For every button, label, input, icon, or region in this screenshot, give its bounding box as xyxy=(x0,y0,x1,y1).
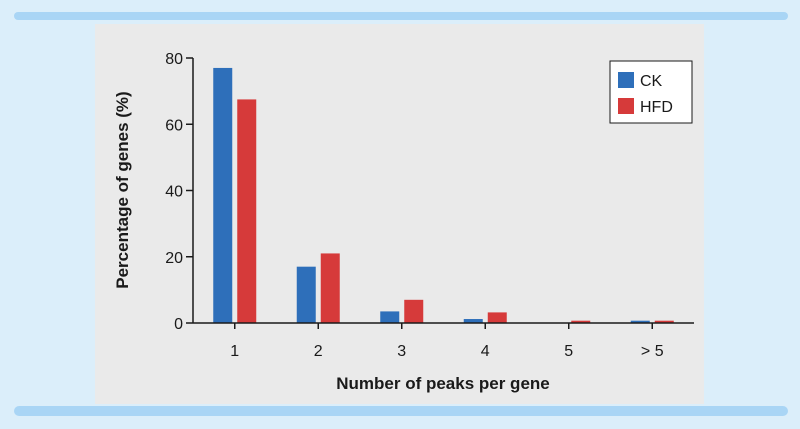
x-tick-label: 3 xyxy=(397,343,406,360)
x-tick-label: 5 xyxy=(564,343,573,360)
y-tick-label: 80 xyxy=(165,51,183,68)
x-tick-label: 2 xyxy=(314,343,323,360)
x-tick-label: 1 xyxy=(230,343,239,360)
y-tick-label: 0 xyxy=(174,316,183,333)
bar-ck-2 xyxy=(296,266,316,323)
legend: CK HFD xyxy=(609,60,693,124)
top-decorative-band xyxy=(14,12,788,20)
bar-ck-1 xyxy=(213,67,233,323)
legend-swatch-ck xyxy=(618,72,634,88)
y-tick-label: 60 xyxy=(165,117,183,134)
bar-ck-6 xyxy=(630,320,650,323)
y-ticks-group: 0 20 40 60 80 xyxy=(165,51,193,333)
bars-group xyxy=(213,67,674,323)
bottom-decorative-band xyxy=(14,406,788,416)
x-tick-label: > 5 xyxy=(641,343,664,360)
bar-hfd-2 xyxy=(320,253,340,323)
bar-ck-3 xyxy=(380,311,400,323)
bar-hfd-1 xyxy=(237,99,257,323)
legend-swatch-hfd xyxy=(618,98,634,114)
y-tick-label: 40 xyxy=(165,184,183,201)
bar-ck-4 xyxy=(463,319,483,323)
legend-label-hfd: HFD xyxy=(640,99,673,116)
y-tick-label: 20 xyxy=(165,250,183,267)
x-axis-title: Number of peaks per gene xyxy=(336,374,550,393)
chart-panel xyxy=(95,24,704,404)
bar-hfd-3 xyxy=(404,299,424,323)
x-ticks-group: 1 2 3 4 5 > 5 xyxy=(230,323,664,360)
y-axis-title: Percentage of genes (%) xyxy=(113,91,132,288)
bar-hfd-6 xyxy=(654,320,674,323)
bar-hfd-4 xyxy=(487,312,507,323)
x-tick-label: 4 xyxy=(481,343,490,360)
bar-hfd-5 xyxy=(571,320,591,323)
legend-label-ck: CK xyxy=(640,73,663,90)
